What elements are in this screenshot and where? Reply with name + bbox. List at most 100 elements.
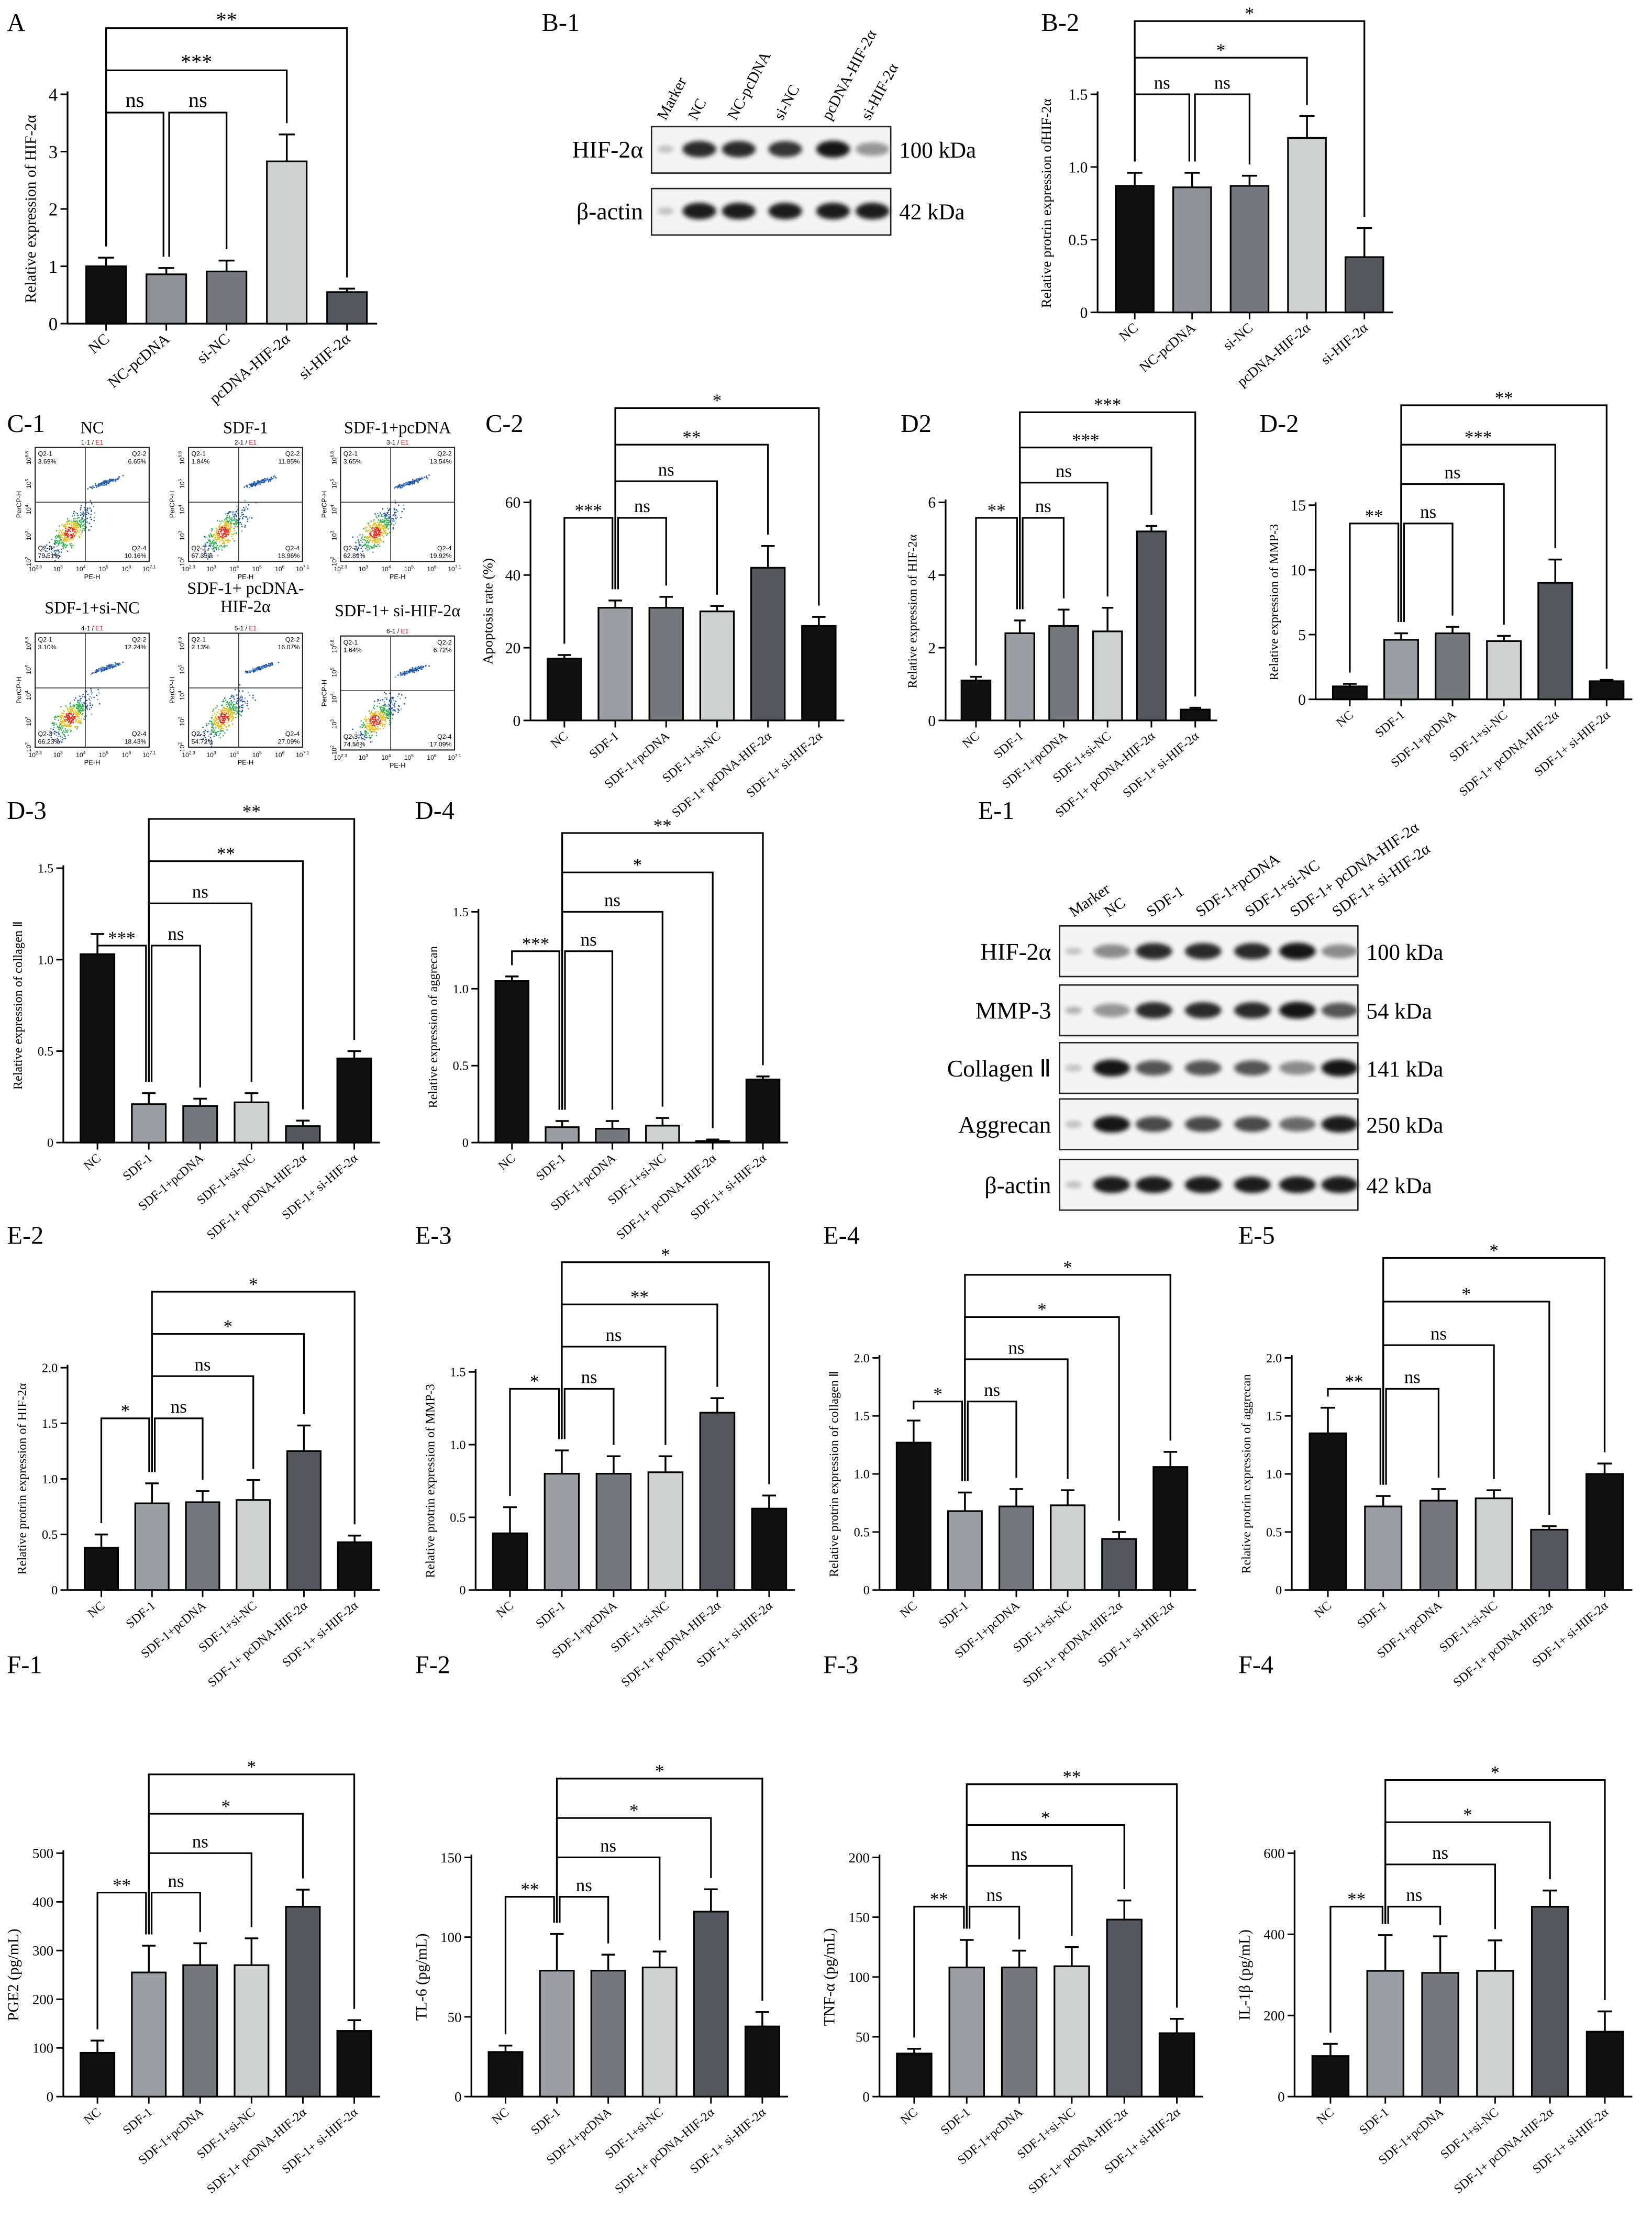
event-dot xyxy=(389,515,391,517)
event-dot xyxy=(250,670,252,672)
quadrant-name: Q2-2 xyxy=(285,636,300,643)
event-dot xyxy=(66,719,68,721)
event-dot xyxy=(69,523,71,525)
event-dot xyxy=(51,722,53,724)
event-dot xyxy=(376,715,378,716)
event-dot xyxy=(60,716,61,717)
event-dot xyxy=(227,702,229,704)
event-dot xyxy=(66,724,68,725)
event-dot xyxy=(109,667,111,669)
event-dot xyxy=(71,537,73,538)
event-dot xyxy=(424,476,426,478)
significance-label: * xyxy=(1216,40,1225,60)
event-dot xyxy=(58,736,59,738)
event-dot xyxy=(224,524,226,526)
event-dot xyxy=(221,713,223,715)
event-dot xyxy=(229,702,231,704)
bar-1 xyxy=(1364,1505,1403,1591)
event-dot xyxy=(70,527,72,528)
event-dot xyxy=(80,712,82,714)
event-dot xyxy=(361,734,363,736)
bar-1 xyxy=(134,1502,170,1591)
significance-bracket xyxy=(1134,93,1191,162)
event-dot xyxy=(389,722,391,724)
quadrant-name: Q2-3 xyxy=(38,730,53,738)
event-dot xyxy=(75,525,77,527)
event-dot xyxy=(404,703,405,705)
event-dot xyxy=(227,533,228,535)
y-tick-label: 100 xyxy=(440,1929,461,1945)
y-tick-label: 103 xyxy=(329,530,338,540)
event-dot xyxy=(91,503,93,505)
event-dot xyxy=(366,547,368,548)
event-dot xyxy=(67,717,69,719)
y-tick-label: 2.0 xyxy=(1266,1351,1282,1366)
event-dot xyxy=(368,537,370,538)
event-dot xyxy=(364,726,367,728)
event-dot xyxy=(219,725,221,727)
event-dot xyxy=(219,537,221,539)
event-dot xyxy=(374,713,376,714)
event-dot xyxy=(412,482,414,483)
y-tick-label: 40 xyxy=(505,568,521,584)
event-dot xyxy=(221,722,224,724)
event-dot xyxy=(79,710,81,712)
y-axis-label: Relative expression of HIF-2α xyxy=(23,115,39,303)
event-dot xyxy=(60,728,62,729)
event-dot xyxy=(68,715,70,717)
event-dot xyxy=(409,669,411,671)
event-dot xyxy=(219,716,220,718)
event-dot xyxy=(253,671,254,673)
event-dot xyxy=(382,719,384,721)
event-dot xyxy=(222,707,224,709)
event-dot xyxy=(66,731,69,733)
panel-label: E-2 xyxy=(7,1222,43,1250)
event-dot xyxy=(216,733,217,735)
quadrant-percent: 11.85% xyxy=(278,458,300,465)
event-dot xyxy=(79,722,81,724)
event-dot xyxy=(236,519,238,521)
event-dot xyxy=(269,478,271,479)
event-dot xyxy=(61,533,63,535)
protein-band xyxy=(722,141,756,158)
event-dot xyxy=(373,547,375,549)
event-dot xyxy=(66,539,68,541)
x-tick-label: SDF-1 xyxy=(1355,1599,1390,1631)
significance-label: ns xyxy=(192,882,208,902)
event-dot xyxy=(222,717,224,719)
event-dot xyxy=(207,558,208,560)
event-dot xyxy=(91,690,92,692)
x-tick-label: 103 xyxy=(359,753,368,761)
event-dot xyxy=(373,543,375,545)
bar-2 xyxy=(998,1505,1034,1591)
event-dot xyxy=(389,709,391,711)
event-dot xyxy=(82,704,84,706)
event-dot xyxy=(215,536,217,538)
event-dot xyxy=(263,664,265,667)
event-dot xyxy=(427,476,428,479)
event-dot xyxy=(54,715,57,717)
event-dot xyxy=(256,482,258,484)
event-dot xyxy=(253,481,255,483)
event-dot xyxy=(372,716,374,718)
event-dot xyxy=(203,545,205,547)
event-dot xyxy=(233,708,235,709)
event-dot xyxy=(208,557,210,558)
event-dot xyxy=(63,738,65,739)
bar-0 xyxy=(487,2051,524,2098)
event-dot xyxy=(108,482,109,484)
event-dot xyxy=(368,723,370,724)
event-dot xyxy=(220,729,221,731)
event-dot xyxy=(426,477,428,479)
event-dot xyxy=(58,536,59,538)
y-tick-label: 2.0 xyxy=(854,1351,870,1366)
event-dot xyxy=(226,527,228,529)
y-axis-label: IL-1β (pg/mL) xyxy=(1236,1929,1253,2020)
event-dot xyxy=(88,698,90,700)
event-dot xyxy=(104,484,106,485)
event-dot xyxy=(80,706,82,707)
y-tick-label: 0 xyxy=(513,713,521,729)
bar-1 xyxy=(131,1971,167,2098)
event-dot xyxy=(203,549,205,551)
event-dot xyxy=(225,708,227,711)
